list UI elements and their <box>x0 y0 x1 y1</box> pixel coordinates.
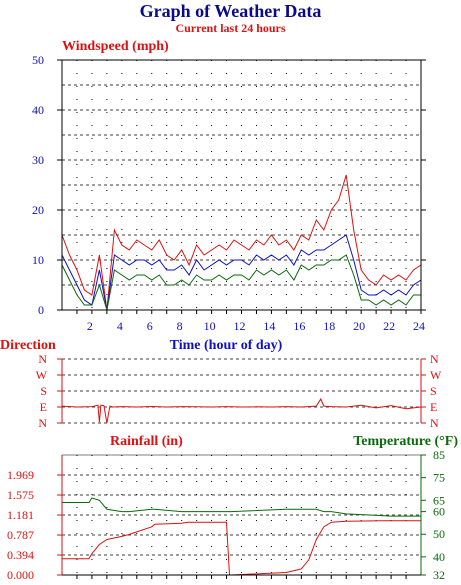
windspeed-x-tick-label: 4 <box>117 319 123 333</box>
windspeed-x-tick-label: 22 <box>383 319 395 333</box>
direction-title: Direction <box>0 338 56 353</box>
direction-grid <box>62 358 421 424</box>
rainfall-axes: 0.000 0.394 0.787 1.181 1.575 1.969 32 40 50 6065… <box>7 448 445 582</box>
direction-y-tick-label: E <box>40 400 47 414</box>
windspeed-y-tick-label: 20 <box>32 203 44 217</box>
rainfall-y-tick-label: 1.969 <box>7 468 34 482</box>
direction-axes: N NW WS SE EN N <box>36 352 442 430</box>
direction-line <box>61 397 422 424</box>
temperature-y-tick-label: 60 <box>433 505 445 519</box>
windspeed-x-tick-label: 18 <box>323 319 335 333</box>
windspeed-y-tick-label: 30 <box>32 153 44 167</box>
temperature-line <box>62 497 421 517</box>
windspeed-x-tick-label: 16 <box>293 319 305 333</box>
windspeed-title: Windspeed (mph) <box>62 39 169 54</box>
temperature-title: Temperature (°F) <box>353 434 458 449</box>
direction-y-tick-label: W <box>36 368 48 382</box>
direction-y-tick-label: N <box>38 416 47 430</box>
direction-y-tick-label-right: N <box>430 352 439 366</box>
direction-y-tick-label: N <box>38 352 47 366</box>
rainfall-y-tick-label: 0.787 <box>7 528 34 542</box>
windspeed-series <box>61 174 422 311</box>
chart-subtitle: Current last 24 hours <box>175 21 286 35</box>
windspeed-y-tick-label: 40 <box>32 103 44 117</box>
windspeed-x-tick-label: 24 <box>413 319 425 333</box>
chart-title: Graph of Weather Data <box>139 1 322 21</box>
windspeed-x-tick-label: 8 <box>177 319 183 333</box>
windspeed-line-green <box>61 254 421 311</box>
rainfall-series <box>62 497 421 576</box>
windspeed-line-red <box>61 174 422 311</box>
windspeed-y-tick-label: 50 <box>32 53 44 67</box>
rainfall-y-tick-label: 0.394 <box>7 548 34 562</box>
rainfall-y-tick-label: 1.575 <box>7 488 34 502</box>
windspeed-x-tick-label: 12 <box>234 319 246 333</box>
windspeed-x-tick-label: 10 <box>204 319 216 333</box>
direction-y-tick-label: S <box>40 384 47 398</box>
rainfall-y-tick-label: 1.181 <box>7 508 34 522</box>
direction-y-tick-label-right: E <box>430 400 437 414</box>
direction-y-tick-label-right: W <box>430 368 442 382</box>
rainfall-y-tick-label: 0.000 <box>7 568 34 582</box>
temperature-y-tick-label: 40 <box>433 550 445 564</box>
windspeed-x-tick-label: 20 <box>353 319 365 333</box>
windspeed-y-tick-label: 10 <box>32 253 44 267</box>
windspeed-x-tick-label: 2 <box>87 319 93 333</box>
temperature-y-tick-label: 75 <box>433 471 445 485</box>
temperature-y-tick-label: 65 <box>433 493 445 507</box>
rainfall-temperature-panel: Rainfall (in) Temperature (°F) 0.000 0.39… <box>7 434 458 582</box>
temperature-y-tick-label: 32 <box>433 568 445 582</box>
direction-y-tick-label-right: N <box>430 416 439 430</box>
windspeed-x-axis-label: Time (hour of day) <box>170 338 283 353</box>
direction-series <box>61 397 422 424</box>
windspeed-plot-frame <box>61 59 422 311</box>
windspeed-x-tick-label: 6 <box>147 319 153 333</box>
rainfall-title: Rainfall (in) <box>110 434 183 449</box>
direction-panel: Direction N NW WS SE EN N <box>0 338 442 430</box>
temperature-y-tick-label: 50 <box>433 527 445 541</box>
windspeed-y-tick-label: 0 <box>38 303 44 317</box>
windspeed-grid <box>62 60 421 310</box>
temperature-y-tick-label: 85 <box>433 448 445 462</box>
rainfall-line <box>62 520 421 576</box>
windspeed-x-tick-label: 14 <box>263 319 275 333</box>
direction-y-tick-label-right: S <box>430 384 437 398</box>
windspeed-line-blue <box>61 234 422 311</box>
